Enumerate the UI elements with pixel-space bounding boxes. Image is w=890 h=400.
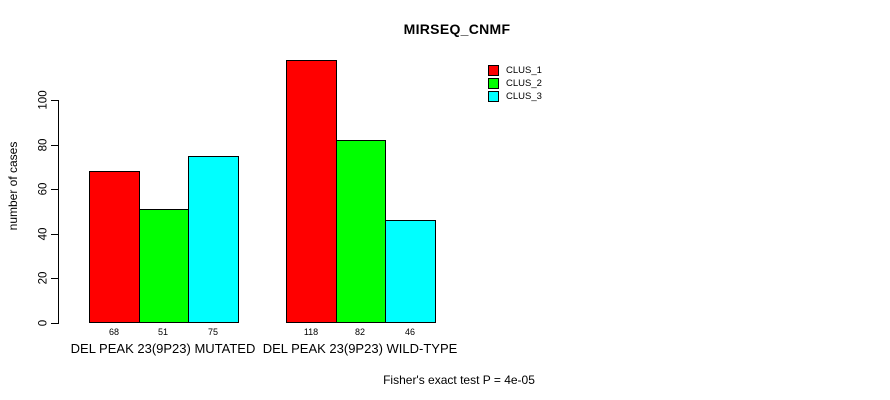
- legend-item-clus-2: CLUS_2: [488, 77, 542, 90]
- bar-value-label: 51: [157, 327, 169, 337]
- bar-value-label: 75: [207, 327, 219, 337]
- bar-clus_2-group2: [336, 140, 386, 323]
- bar-clus_1-group2: [286, 60, 337, 323]
- y-axis-tick: [51, 189, 58, 190]
- legend-swatch-clus-2: [488, 78, 499, 90]
- y-axis-tick: [51, 145, 58, 146]
- bar-value-label: 46: [404, 327, 416, 337]
- y-axis-tick: [51, 100, 58, 101]
- y-axis-tick-label: 0: [37, 319, 50, 327]
- y-axis-tick-label: 100: [37, 90, 50, 110]
- legend-item-clus-3: CLUS_3: [488, 90, 542, 103]
- bar-value-label: 68: [108, 327, 120, 337]
- y-axis-label: number of cases: [6, 141, 20, 231]
- y-axis-line: [58, 100, 59, 324]
- y-axis-tick-label: 40: [37, 227, 50, 241]
- chart-title: MIRSEQ_CNMF: [403, 21, 511, 37]
- legend-label: CLUS_3: [506, 91, 542, 103]
- bar-clus_2-group1: [139, 209, 189, 323]
- legend: CLUS_1 CLUS_2 CLUS_3: [488, 64, 542, 104]
- legend-label: CLUS_1: [506, 64, 542, 76]
- y-axis-tick: [51, 278, 58, 279]
- y-axis-tick-label: 20: [37, 271, 50, 285]
- y-axis-tick-label: 60: [37, 182, 50, 196]
- x-axis-group-label: DEL PEAK 23(9P23) WILD-TYPE: [262, 341, 458, 356]
- bar-clus_3-group2: [385, 220, 436, 323]
- legend-swatch-clus-1: [488, 65, 499, 77]
- x-axis-group-label: DEL PEAK 23(9P23) MUTATED: [70, 341, 256, 356]
- legend-swatch-clus-3: [488, 91, 499, 103]
- legend-item-clus-1: CLUS_1: [488, 64, 542, 77]
- y-axis-tick: [51, 323, 58, 324]
- y-axis-tick: [51, 234, 58, 235]
- bar-value-label: 82: [354, 327, 366, 337]
- bar-value-label: 118: [303, 327, 319, 337]
- bar-clus_3-group1: [188, 156, 239, 323]
- bar-clus_1-group1: [89, 171, 140, 323]
- legend-label: CLUS_2: [506, 78, 542, 90]
- y-axis-tick-label: 80: [37, 138, 50, 152]
- fisher-test-annotation: Fisher's exact test P = 4e-05: [383, 373, 535, 387]
